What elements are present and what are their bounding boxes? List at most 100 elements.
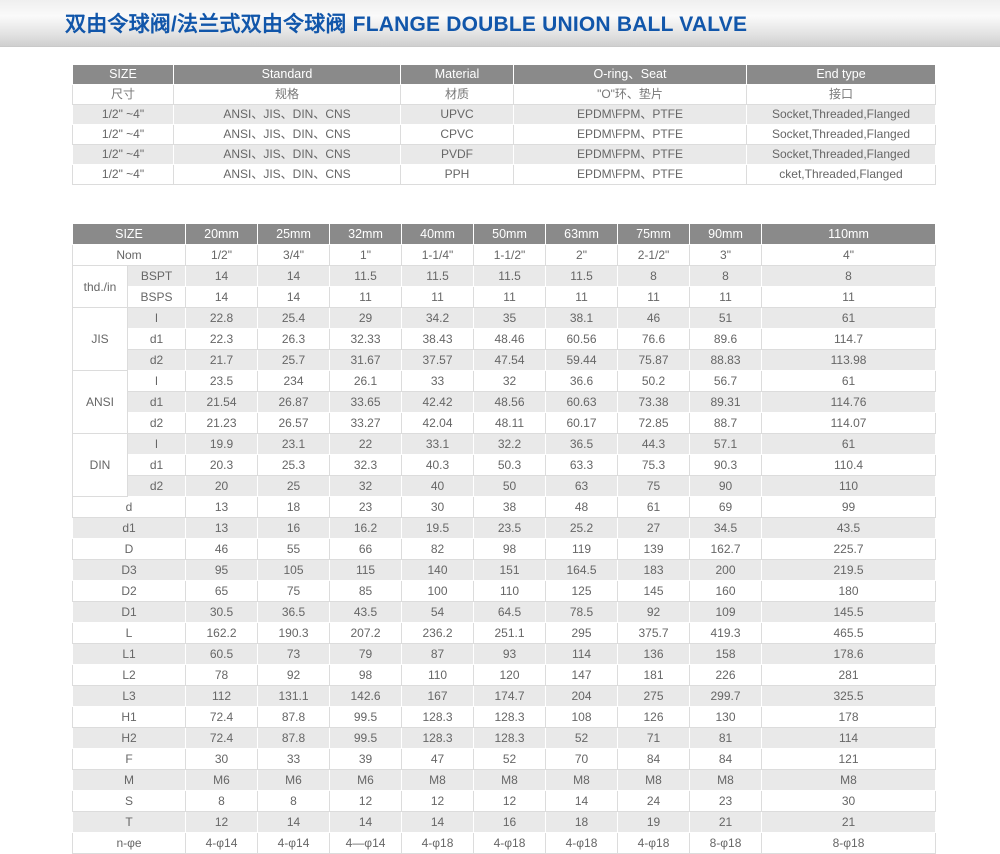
dim-cell: 73 bbox=[257, 643, 331, 665]
spec-header-en-row: SIZE Standard Material O-ring、Seat End t… bbox=[72, 64, 936, 85]
dim-cell: 60.56 bbox=[545, 328, 619, 350]
dim-cell: 110 bbox=[761, 475, 937, 497]
spec-header-endtype: End type bbox=[746, 64, 936, 85]
dim-cell: 11 bbox=[761, 286, 937, 308]
dim-cell: 110 bbox=[473, 580, 547, 602]
dim-row-d2: d2 21.23 26.57 33.27 42.04 48.11 60.17 72.85 88.… bbox=[73, 412, 937, 434]
row-label: l bbox=[126, 370, 187, 392]
row-label: M bbox=[71, 769, 187, 791]
dim-row-H1: H1 72.4 87.8 99.5 128.3 128.3 108 126 130 178 bbox=[71, 706, 937, 728]
dim-row-L: L 162.2 190.3 207.2 236.2 251.1 295 375.7 419.3 4… bbox=[71, 622, 937, 644]
dim-cell: 145.5 bbox=[761, 601, 937, 623]
dim-cell: 375.7 bbox=[617, 622, 691, 644]
dim-cell: 12 bbox=[401, 790, 475, 812]
dim-cell: 2" bbox=[545, 244, 619, 266]
row-label: H2 bbox=[71, 727, 187, 749]
dim-cell: 88.83 bbox=[689, 349, 763, 371]
dim-row-d: d 13 18 23 30 38 48 61 69 99 bbox=[71, 496, 937, 518]
dim-cell: 72.4 bbox=[185, 706, 259, 728]
spec-header-oring-zh: "O"环、垫片 bbox=[513, 84, 747, 105]
dim-cell: 125 bbox=[545, 580, 619, 602]
dim-cell: 3" bbox=[689, 244, 763, 266]
dim-cell: 26.87 bbox=[257, 391, 331, 413]
spec-cell: EPDM\FPM、PTFE bbox=[513, 164, 747, 185]
dim-cell: 75 bbox=[617, 475, 691, 497]
dim-cell: 14 bbox=[185, 265, 259, 287]
dim-cell: 160 bbox=[689, 580, 763, 602]
dim-cell: 69 bbox=[689, 496, 763, 518]
dim-cell: M8 bbox=[761, 769, 937, 791]
dim-cell: 109 bbox=[689, 601, 763, 623]
dim-cell: 12 bbox=[185, 811, 259, 833]
dim-cell: 110.4 bbox=[761, 454, 937, 476]
row-group-label: JIS bbox=[72, 307, 128, 371]
dim-cell: 29 bbox=[329, 307, 403, 329]
row-label: F bbox=[71, 748, 187, 770]
dim-cell: 30.5 bbox=[185, 601, 259, 623]
dim-cell: 8 bbox=[689, 265, 763, 287]
dim-cell: 1-1/4" bbox=[401, 244, 475, 266]
dim-cell: 47 bbox=[401, 748, 475, 770]
dim-cell: 130 bbox=[689, 706, 763, 728]
spec-header-material-zh: 材质 bbox=[400, 84, 514, 105]
dim-cell: 21 bbox=[689, 811, 763, 833]
spec-header-standard-zh: 规格 bbox=[173, 84, 401, 105]
dim-cell: 25.3 bbox=[257, 454, 331, 476]
spec-cell: EPDM\FPM、PTFE bbox=[513, 104, 747, 125]
dim-cell: 43.5 bbox=[761, 517, 937, 539]
row-label: L bbox=[71, 622, 187, 644]
dim-cell: 82 bbox=[401, 538, 475, 560]
dim-cell: 18 bbox=[257, 496, 331, 518]
dim-cell: 158 bbox=[689, 643, 763, 665]
dim-cell: 11.5 bbox=[329, 265, 403, 287]
dim-cell: 226 bbox=[689, 664, 763, 686]
dim-cell: 30 bbox=[761, 790, 937, 812]
dim-cell: 114.7 bbox=[761, 328, 937, 350]
dim-cell: 178 bbox=[761, 706, 937, 728]
dim-cell: 61 bbox=[761, 307, 937, 329]
dim-cell: 38 bbox=[473, 496, 547, 518]
spec-row: 1/2" ~4" ANSI、JIS、DIN、CNS UPVC EPDM\FPM、PTF… bbox=[72, 104, 936, 125]
dim-cell: 89.31 bbox=[689, 391, 763, 413]
dim-cell: 8-φ18 bbox=[689, 832, 763, 854]
dim-cell: 112 bbox=[185, 685, 259, 707]
dim-cell: 46 bbox=[185, 538, 259, 560]
dim-cell: 128.3 bbox=[473, 706, 547, 728]
dim-cell: 32 bbox=[329, 475, 403, 497]
row-group-label: ANSI bbox=[72, 370, 128, 434]
dim-cell: 23.5 bbox=[473, 517, 547, 539]
row-label: L3 bbox=[71, 685, 187, 707]
dim-cell: 33.65 bbox=[329, 391, 403, 413]
dim-cell: 174.7 bbox=[473, 685, 547, 707]
dim-cell: 131.1 bbox=[257, 685, 331, 707]
dim-cell: 66 bbox=[329, 538, 403, 560]
dim-cell: M8 bbox=[545, 769, 619, 791]
dim-cell: 72.85 bbox=[617, 412, 691, 434]
dim-cell: 23 bbox=[329, 496, 403, 518]
dim-cell: 34.2 bbox=[401, 307, 475, 329]
dim-cell: 34.5 bbox=[689, 517, 763, 539]
dim-cell: 24 bbox=[617, 790, 691, 812]
dim-row-d2: d2 21.7 25.7 31.67 37.57 47.54 59.44 75.87 88.83… bbox=[73, 349, 937, 371]
dim-cell: 88.7 bbox=[689, 412, 763, 434]
dim-cell: 51 bbox=[689, 307, 763, 329]
dim-cell: 11.5 bbox=[545, 265, 619, 287]
dim-cell: 128.3 bbox=[401, 706, 475, 728]
row-label: BSPS bbox=[126, 286, 187, 308]
dim-cell: 281 bbox=[761, 664, 937, 686]
dim-cell: 21.54 bbox=[185, 391, 259, 413]
row-label: d1 bbox=[126, 391, 187, 413]
dim-cell: 32.2 bbox=[473, 433, 547, 455]
dim-cell: 25 bbox=[257, 475, 331, 497]
dim-cell: 181 bbox=[617, 664, 691, 686]
spec-header-material: Material bbox=[400, 64, 514, 85]
dim-cell: 50.3 bbox=[473, 454, 547, 476]
dim-cell: 11 bbox=[329, 286, 403, 308]
dim-cell: 128.3 bbox=[473, 727, 547, 749]
dim-cell: 236.2 bbox=[401, 622, 475, 644]
row-label: T bbox=[71, 811, 187, 833]
row-label: d1 bbox=[71, 517, 187, 539]
dim-cell: 33 bbox=[401, 370, 475, 392]
dim-cell: 90.3 bbox=[689, 454, 763, 476]
dim-cell: 48.46 bbox=[473, 328, 547, 350]
